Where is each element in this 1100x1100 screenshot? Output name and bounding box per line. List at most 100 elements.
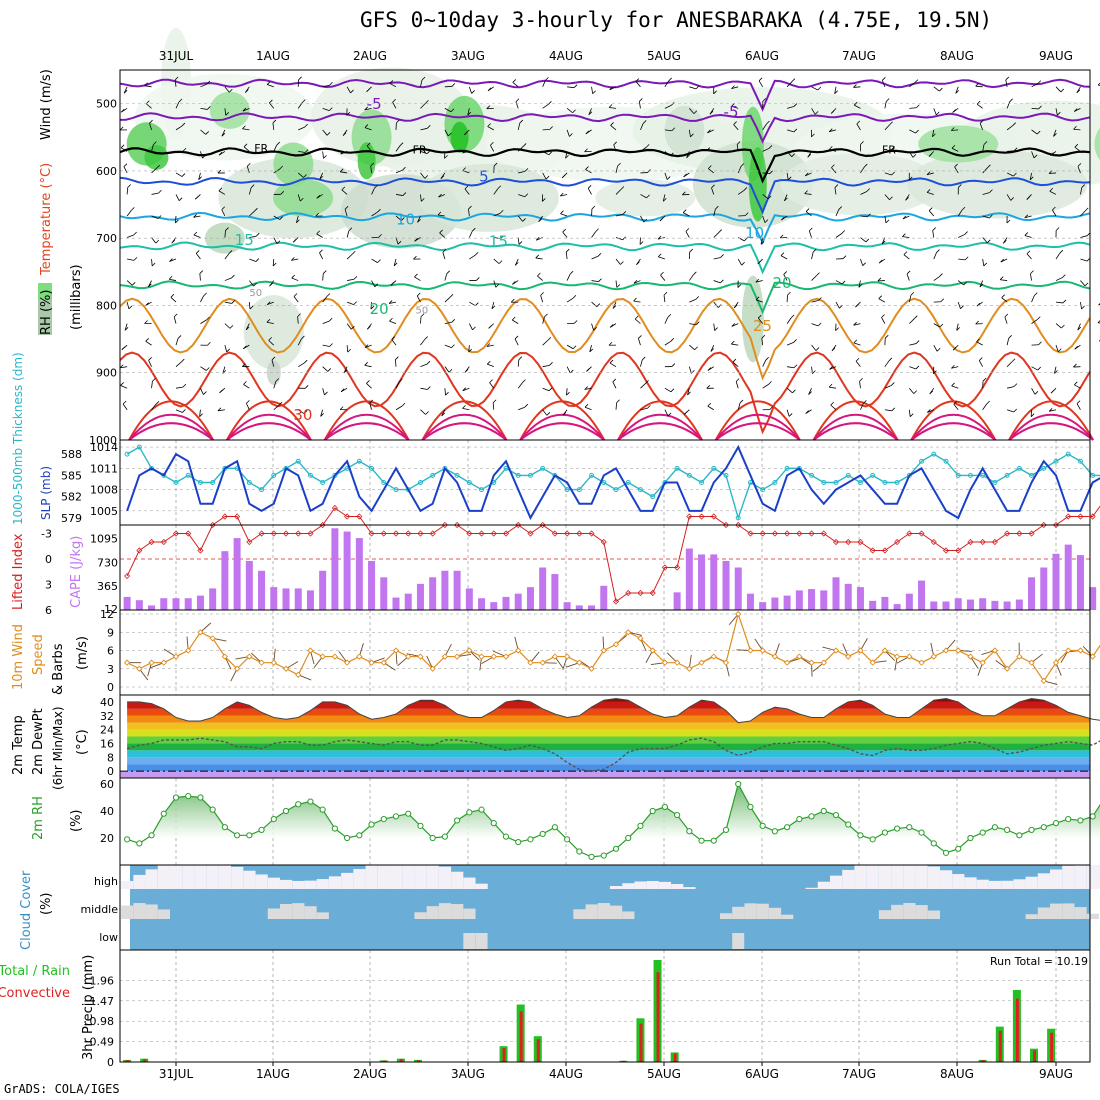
wind-barb [243,146,250,152]
wind-barb [953,404,959,410]
wind-barb-flag [447,132,452,137]
thickness-point [320,480,326,485]
cape-bar [783,595,791,610]
wind-speed-point [258,659,265,666]
wind-barb-flag [390,282,395,286]
thickness-point [589,472,595,478]
wind-barb [195,253,201,260]
wind-barb [780,255,788,260]
cape-bar [343,531,351,610]
wind-barb-flag [983,141,988,145]
cape-bar [404,593,412,610]
wind-barb-flag [421,76,426,81]
wind-barb-flag [657,235,662,240]
wind-barb-flag [272,262,277,267]
wind-barb-flag [608,104,613,108]
cape-bar [759,602,767,610]
wind-barb-flag [269,282,273,287]
wind-barb-flag [596,303,601,307]
wind-barb-flag [720,279,724,284]
wind-barb-flag [524,168,529,172]
cloud-mid-cell [927,910,940,919]
wind-barb [1052,209,1057,217]
wind-barb [175,409,183,413]
wind-barb [169,258,177,262]
rh-point [820,807,827,815]
temp-band [127,708,1090,716]
wind-barb-flag [784,197,788,202]
wind-barb-flag [291,257,295,261]
wind-barb-flag [859,377,863,382]
wind-barb-flag [377,208,381,213]
cloud-high-cell [194,865,207,889]
lifted-point [136,547,143,554]
wind-barb-flag [853,339,858,344]
dewpoint-line [126,737,1100,772]
wind-speed-point [783,659,791,666]
wind-barb [664,317,669,324]
wind-barb-flag [565,248,570,253]
wind-barb-flag [877,277,882,282]
wind-barb [120,147,128,152]
temp-tick: 0 [107,765,114,778]
credit-text: GrADS: COLA/IGES [4,1082,120,1096]
cloud-high-cell [402,865,415,889]
wind-barb-flag [902,233,906,237]
precip-tick: 1.47 [90,995,115,1008]
wind-barb [346,86,351,94]
wind-barb [346,345,349,353]
wind-barb-flag [401,402,406,407]
cloud-mid-cell [426,906,439,919]
wind-barb-flag [707,367,712,371]
lifted-tick: 3 [45,579,52,592]
surface-wind-barb [995,660,1008,670]
wind-barb [786,342,794,346]
rh-contour-label: 50 [249,288,262,299]
wind-barb-flag [231,274,235,279]
wind-barb [731,105,739,109]
thickness-point [246,480,252,485]
precip-convective-bar [998,1030,1002,1062]
wind-barb-flag [609,86,613,91]
ylabel-slp: SLP (mb) [39,466,53,520]
lifted-point [295,530,302,537]
wind-barb-flag [670,152,674,157]
wind-barb-flag [326,132,331,136]
wind-barb-flag [1013,383,1018,387]
cloud-mid-cell [145,904,158,919]
cloud-high-cell [1098,865,1100,889]
lifted-point [955,547,962,554]
rh-point [319,806,326,813]
surface-wind-barb [285,661,299,670]
wind-barb-flag [522,143,527,147]
temp-tick: 16 [100,737,114,750]
wind-barb-flag [739,399,744,404]
wind-speed-point [282,665,290,672]
wind-barb [444,129,449,137]
wind-barb-flag [683,411,688,415]
cape-bar [233,538,241,610]
wind-speed-point [429,665,436,672]
wind-barb-flag [440,175,445,179]
cape-bar [453,570,461,610]
cloud-mid-cell [1086,913,1099,919]
wind-barb [566,297,574,303]
wind-speed-point [588,665,595,672]
wind-barb [909,129,916,134]
wind-barb-flag [1033,154,1038,159]
wind-barb-flag [339,168,344,173]
wind-barb-flag [1062,274,1066,278]
wind-barb [591,323,594,331]
wind-barb-flag [682,209,687,213]
wind-speed-point [808,659,815,666]
pressure-tick: 600 [96,165,117,178]
cloud-high-cell [451,871,464,889]
wind-barb-flag [245,89,249,93]
wind-barb-flag [986,400,990,405]
wind-barb [340,151,348,155]
wind-barb-flag [932,227,936,231]
wind-barb [175,338,179,346]
wind-barb [437,214,445,217]
isotherm-label: 15 [235,231,254,249]
wind-barb [1031,319,1038,324]
